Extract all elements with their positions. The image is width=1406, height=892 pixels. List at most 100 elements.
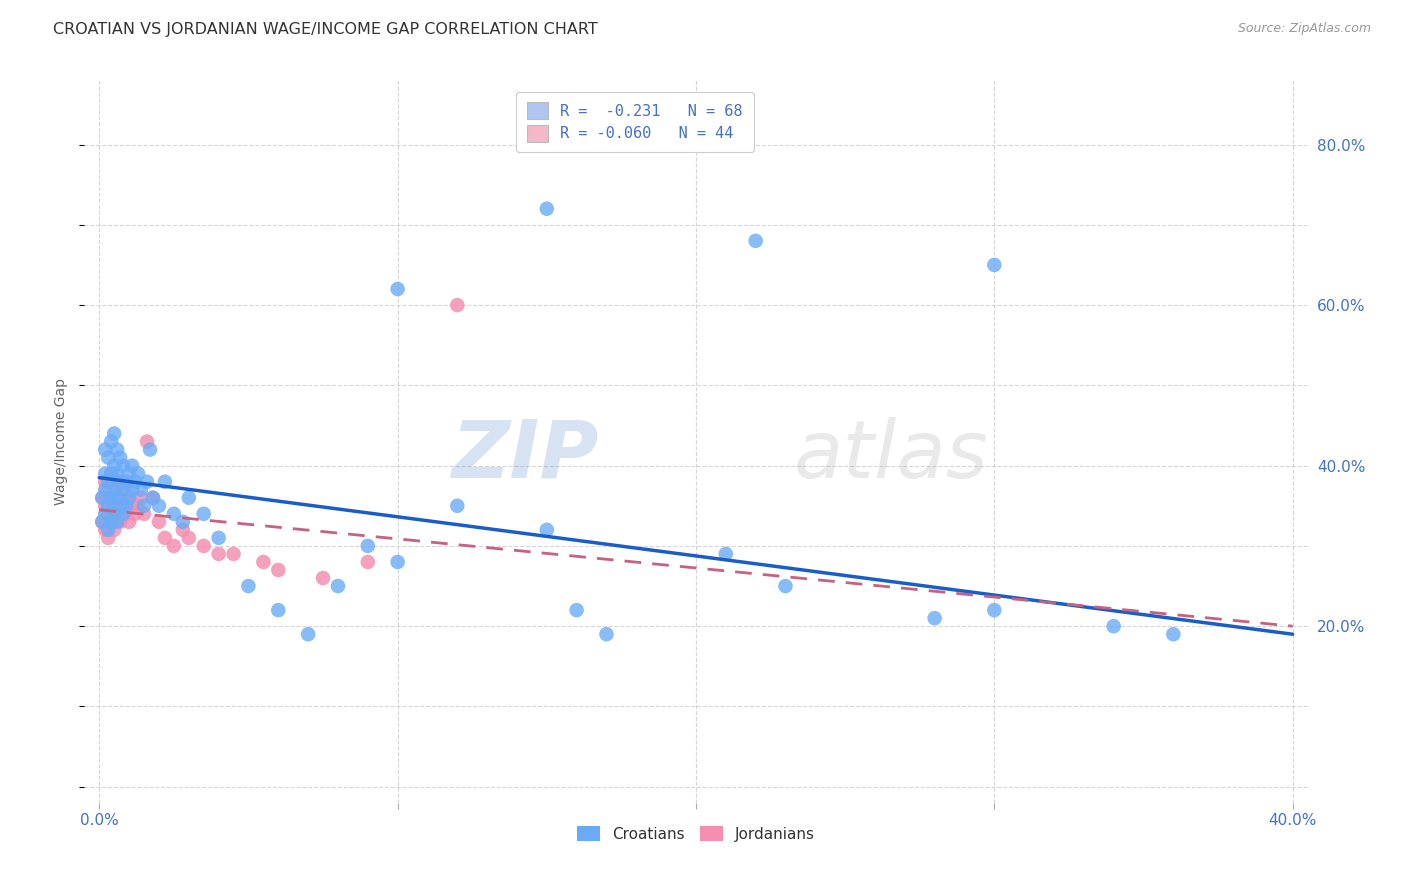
Point [172, 515, 194, 529]
Text: CROATIAN VS JORDANIAN WAGE/INCOME GAP CORRELATION CHART: CROATIAN VS JORDANIAN WAGE/INCOME GAP CO… [53, 22, 598, 37]
Point [132, 499, 155, 513]
Text: ZIP: ZIP [451, 417, 598, 495]
Point [121, 483, 143, 497]
Point [91, 515, 114, 529]
Point [387, 555, 409, 569]
Point [446, 499, 468, 513]
Point [112, 483, 135, 497]
Point [115, 483, 138, 497]
Text: Source: ZipAtlas.com: Source: ZipAtlas.com [1237, 22, 1371, 36]
Point [91, 515, 114, 529]
Point [193, 507, 215, 521]
Point [105, 507, 128, 521]
Point [357, 555, 380, 569]
Point [326, 579, 349, 593]
Point [94, 483, 117, 497]
Point [446, 298, 468, 312]
Point [97, 475, 120, 489]
Point [100, 515, 122, 529]
Point [124, 475, 146, 489]
Point [222, 547, 245, 561]
Point [97, 499, 120, 513]
Point [108, 499, 131, 513]
Point [207, 531, 229, 545]
Point [118, 491, 141, 505]
Point [100, 515, 122, 529]
Point [97, 507, 120, 521]
Point [105, 491, 128, 505]
Point [238, 579, 260, 593]
Point [105, 515, 128, 529]
Point [127, 467, 149, 481]
Point [536, 523, 558, 537]
Point [94, 442, 117, 457]
Point [387, 282, 409, 296]
Point [132, 507, 155, 521]
Point [103, 483, 125, 497]
Point [103, 458, 125, 473]
Point [121, 499, 143, 513]
Point [124, 507, 146, 521]
Point [103, 475, 125, 489]
Point [595, 627, 617, 641]
Point [100, 434, 122, 449]
Point [100, 467, 122, 481]
Point [163, 507, 186, 521]
Point [118, 467, 141, 481]
Point [112, 507, 135, 521]
Point [91, 491, 114, 505]
Point [115, 507, 138, 521]
Point [108, 491, 131, 505]
Point [139, 442, 162, 457]
Point [108, 450, 131, 465]
Point [103, 426, 125, 441]
Point [94, 467, 117, 481]
Point [177, 491, 200, 505]
Point [108, 515, 131, 529]
Point [97, 450, 120, 465]
Point [97, 483, 120, 497]
Y-axis label: Wage/Income Gap: Wage/Income Gap [55, 378, 69, 505]
Point [103, 507, 125, 521]
Point [136, 434, 159, 449]
Point [118, 491, 141, 505]
Point [312, 571, 335, 585]
Point [775, 579, 797, 593]
Point [714, 547, 737, 561]
Point [924, 611, 946, 625]
Point [1163, 627, 1185, 641]
Point [94, 475, 117, 489]
Point [112, 499, 135, 513]
Point [983, 258, 1005, 272]
Point [1102, 619, 1125, 633]
Point [103, 499, 125, 513]
Point [129, 483, 152, 497]
Point [105, 483, 128, 497]
Point [97, 531, 120, 545]
Point [129, 491, 152, 505]
Point [112, 458, 135, 473]
Point [153, 531, 176, 545]
Point [148, 499, 170, 513]
Point [252, 555, 274, 569]
Point [267, 603, 290, 617]
Point [112, 475, 135, 489]
Point [267, 563, 290, 577]
Point [127, 499, 149, 513]
Point [118, 515, 141, 529]
Point [207, 547, 229, 561]
Point [115, 475, 138, 489]
Point [163, 539, 186, 553]
Point [105, 442, 128, 457]
Point [565, 603, 588, 617]
Point [142, 491, 165, 505]
Point [297, 627, 319, 641]
Point [142, 491, 165, 505]
Point [100, 491, 122, 505]
Point [193, 539, 215, 553]
Point [357, 539, 380, 553]
Point [91, 491, 114, 505]
Point [983, 603, 1005, 617]
Point [108, 475, 131, 489]
Point [536, 202, 558, 216]
